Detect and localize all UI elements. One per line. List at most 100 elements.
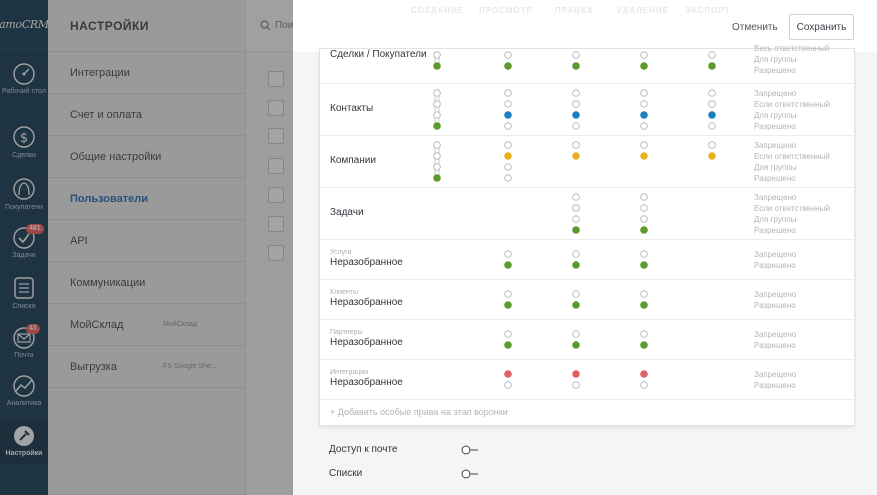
permission-level-slider[interactable]	[639, 51, 649, 70]
row-checkbox[interactable]	[268, 71, 284, 87]
slider-level-dot	[433, 89, 441, 97]
permission-level-slider[interactable]	[571, 290, 581, 309]
slider-level-dot	[433, 62, 441, 70]
row-checkbox[interactable]	[268, 245, 284, 261]
slider-level-dot	[504, 141, 512, 149]
permission-level-slider[interactable]	[707, 141, 717, 160]
permission-level-slider[interactable]	[503, 370, 513, 389]
row-stage: Интеграции	[330, 369, 369, 376]
permission-level-slider[interactable]	[571, 141, 581, 160]
settings-item-billing[interactable]: Счет и оплата	[48, 94, 245, 136]
settings-item-communications[interactable]: Коммуникации	[48, 262, 245, 304]
slider-level-dot	[708, 111, 716, 119]
slider-level-dot	[640, 226, 648, 234]
row-checkbox[interactable]	[268, 128, 284, 144]
permission-level-slider[interactable]	[571, 51, 581, 70]
settings-item-integrations[interactable]: Интеграции	[48, 52, 245, 94]
mail-badge: 43	[26, 324, 40, 334]
modal-overlay[interactable]	[0, 0, 293, 495]
permission-level-slider[interactable]	[639, 89, 649, 130]
permission-level-slider[interactable]	[503, 51, 513, 70]
settings-item-users[interactable]: Пользователи	[48, 178, 245, 220]
permission-level-slider[interactable]	[432, 51, 442, 70]
toggle-lists[interactable]: Списки	[329, 468, 478, 479]
slider-level-dot	[708, 62, 716, 70]
slider-level-dot	[433, 152, 441, 160]
nav-mail[interactable]: 43 Почта	[0, 324, 48, 360]
nav-label: Задачи	[12, 252, 36, 259]
row-legend: Запрещено Если ответственный Для группы Раз…	[754, 193, 830, 235]
slider-level-dot	[433, 122, 441, 130]
slider-level-dot	[572, 62, 580, 70]
row-legend: Запрещено Разрешено	[754, 250, 797, 270]
search-bar[interactable]: Пои	[246, 0, 296, 52]
permission-level-slider[interactable]	[639, 141, 649, 160]
nav-tasks[interactable]: 481 Задачи	[0, 224, 48, 260]
row-label: Компании	[330, 155, 376, 166]
nav-dashboard[interactable]: Рабочий стол	[0, 62, 48, 96]
slider-level-dot	[572, 100, 580, 108]
slider-level-dot	[640, 301, 648, 309]
slider-level-dot	[572, 51, 580, 59]
row-checkbox[interactable]	[268, 158, 284, 174]
nav-settings[interactable]: Настройки	[0, 420, 48, 464]
permission-level-slider[interactable]	[639, 370, 649, 389]
permission-level-slider[interactable]	[503, 330, 513, 349]
permission-level-slider[interactable]	[503, 290, 513, 309]
permission-level-slider[interactable]	[432, 89, 442, 130]
permission-level-slider[interactable]	[571, 89, 581, 130]
permission-level-slider[interactable]	[639, 290, 649, 309]
rights-row: Услуги Неразобранное Запрещено Разрешено	[320, 240, 856, 280]
nav-analytics[interactable]: Аналитика	[0, 374, 48, 408]
slider-level-dot	[504, 89, 512, 97]
nav-customers[interactable]: Покупатели	[0, 176, 48, 212]
permission-level-slider[interactable]	[571, 193, 581, 234]
save-button[interactable]: Сохранить	[789, 14, 854, 40]
permission-level-slider[interactable]	[571, 370, 581, 389]
permission-level-slider[interactable]	[639, 193, 649, 234]
toggle-switch-icon[interactable]	[461, 469, 479, 479]
row-checkbox[interactable]	[268, 187, 284, 203]
permission-level-slider[interactable]	[707, 51, 717, 70]
row-legend: Запрещено Если ответственный Для группы Раз…	[754, 89, 830, 131]
slider-level-dot	[572, 290, 580, 298]
slider-level-dot	[572, 381, 580, 389]
permission-level-slider[interactable]	[571, 250, 581, 269]
permission-level-slider[interactable]	[503, 89, 513, 130]
toggle-mail-access[interactable]: Доступ к почте	[329, 444, 478, 455]
add-stage-rights-link[interactable]: + Добавить особые права на этап воронки	[330, 407, 508, 417]
slider-level-dot	[572, 250, 580, 258]
row-checkbox[interactable]	[268, 100, 284, 116]
slider-level-dot	[640, 290, 648, 298]
permission-level-slider[interactable]	[639, 250, 649, 269]
slider-level-dot	[640, 193, 648, 201]
permission-level-slider[interactable]	[503, 141, 513, 182]
settings-item-moysklad[interactable]: МойСклад МойСклад	[48, 304, 245, 346]
settings-item-api[interactable]: API	[48, 220, 245, 262]
cancel-button[interactable]: Отменить	[726, 14, 784, 40]
slider-level-dot	[640, 370, 648, 378]
slider-level-dot	[504, 163, 512, 171]
permission-level-slider[interactable]	[432, 141, 442, 182]
app-logo[interactable]: amoCRM	[0, 0, 49, 50]
slider-level-dot	[572, 152, 580, 160]
permission-level-slider[interactable]	[503, 250, 513, 269]
menu-label: API	[70, 234, 88, 247]
row-checkbox[interactable]	[268, 216, 284, 232]
slider-level-dot	[504, 301, 512, 309]
settings-item-export[interactable]: Выгрузка FS Google She...	[48, 346, 245, 388]
slider-level-dot	[640, 330, 648, 338]
slider-level-dot	[640, 250, 648, 258]
permission-level-slider[interactable]	[639, 330, 649, 349]
settings-item-general[interactable]: Общие настройки	[48, 136, 245, 178]
permission-level-slider[interactable]	[707, 89, 717, 130]
menu-label: Интеграции	[70, 66, 130, 79]
nav-deals[interactable]: $ Сделки	[0, 124, 48, 160]
slider-level-dot	[572, 301, 580, 309]
permission-level-slider[interactable]	[571, 330, 581, 349]
nav-lists[interactable]: Списки	[0, 275, 48, 311]
slider-level-dot	[572, 261, 580, 269]
slider-level-dot	[708, 141, 716, 149]
toggle-switch-icon[interactable]	[461, 445, 479, 455]
slider-level-dot	[504, 290, 512, 298]
